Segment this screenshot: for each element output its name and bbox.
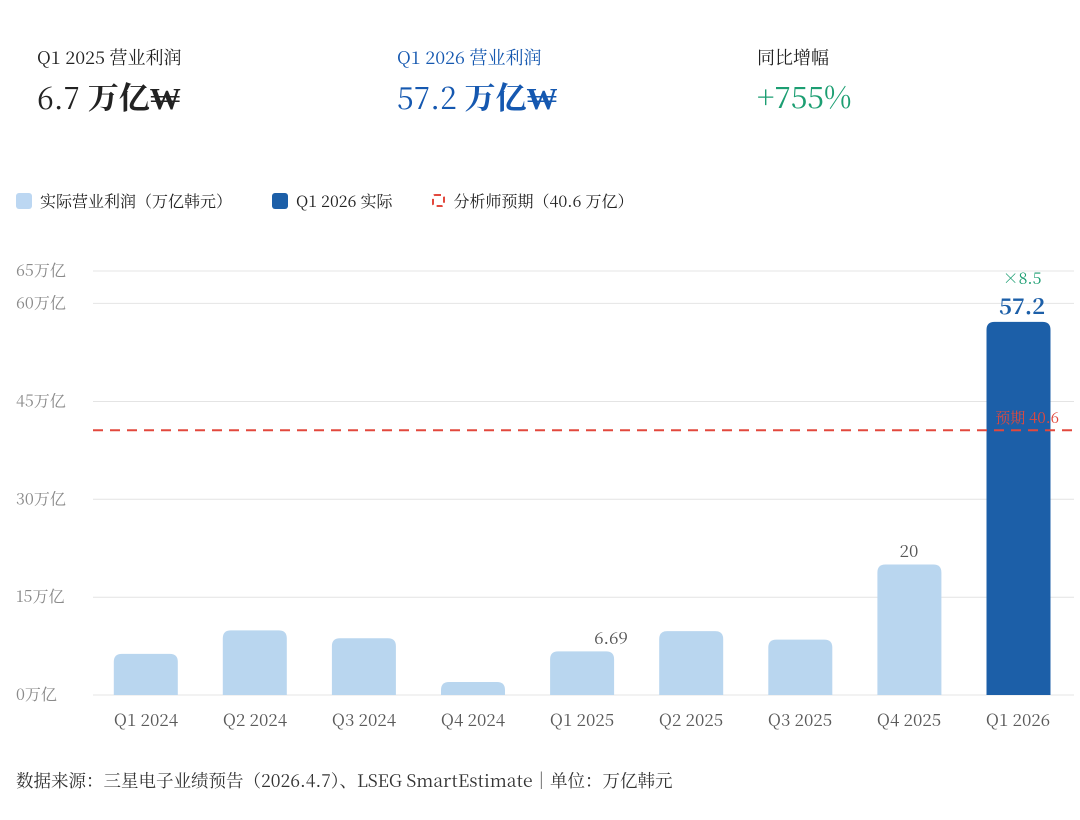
svg-text:Q1 2025: Q1 2025 — [550, 706, 614, 731]
svg-text:Q2 2024: Q2 2024 — [223, 706, 288, 731]
svg-text:20: 20 — [900, 537, 919, 562]
svg-text:×8.5: ×8.5 — [1003, 266, 1042, 289]
svg-text:60万亿: 60万亿 — [16, 290, 66, 313]
svg-text:Q4 2025: Q4 2025 — [877, 706, 941, 731]
svg-text:Q3 2024: Q3 2024 — [332, 706, 397, 731]
svg-text:Q1 2026: Q1 2026 — [986, 706, 1050, 731]
svg-text:预期 40.6: 预期 40.6 — [995, 407, 1059, 428]
svg-text:57.2: 57.2 — [999, 290, 1045, 321]
svg-text:Q1 2024: Q1 2024 — [114, 706, 179, 731]
svg-text:0万亿: 0万亿 — [16, 682, 57, 705]
svg-text:15万亿: 15万亿 — [16, 584, 64, 607]
svg-text:Q4 2024: Q4 2024 — [441, 706, 506, 731]
svg-text:45万亿: 45万亿 — [16, 389, 66, 412]
svg-text:Q3 2025: Q3 2025 — [768, 706, 832, 731]
svg-text:30万亿: 30万亿 — [16, 486, 66, 509]
svg-text:Q2 2025: Q2 2025 — [659, 706, 723, 731]
svg-text:65万亿: 65万亿 — [16, 262, 66, 281]
svg-text:6.69: 6.69 — [594, 624, 628, 649]
